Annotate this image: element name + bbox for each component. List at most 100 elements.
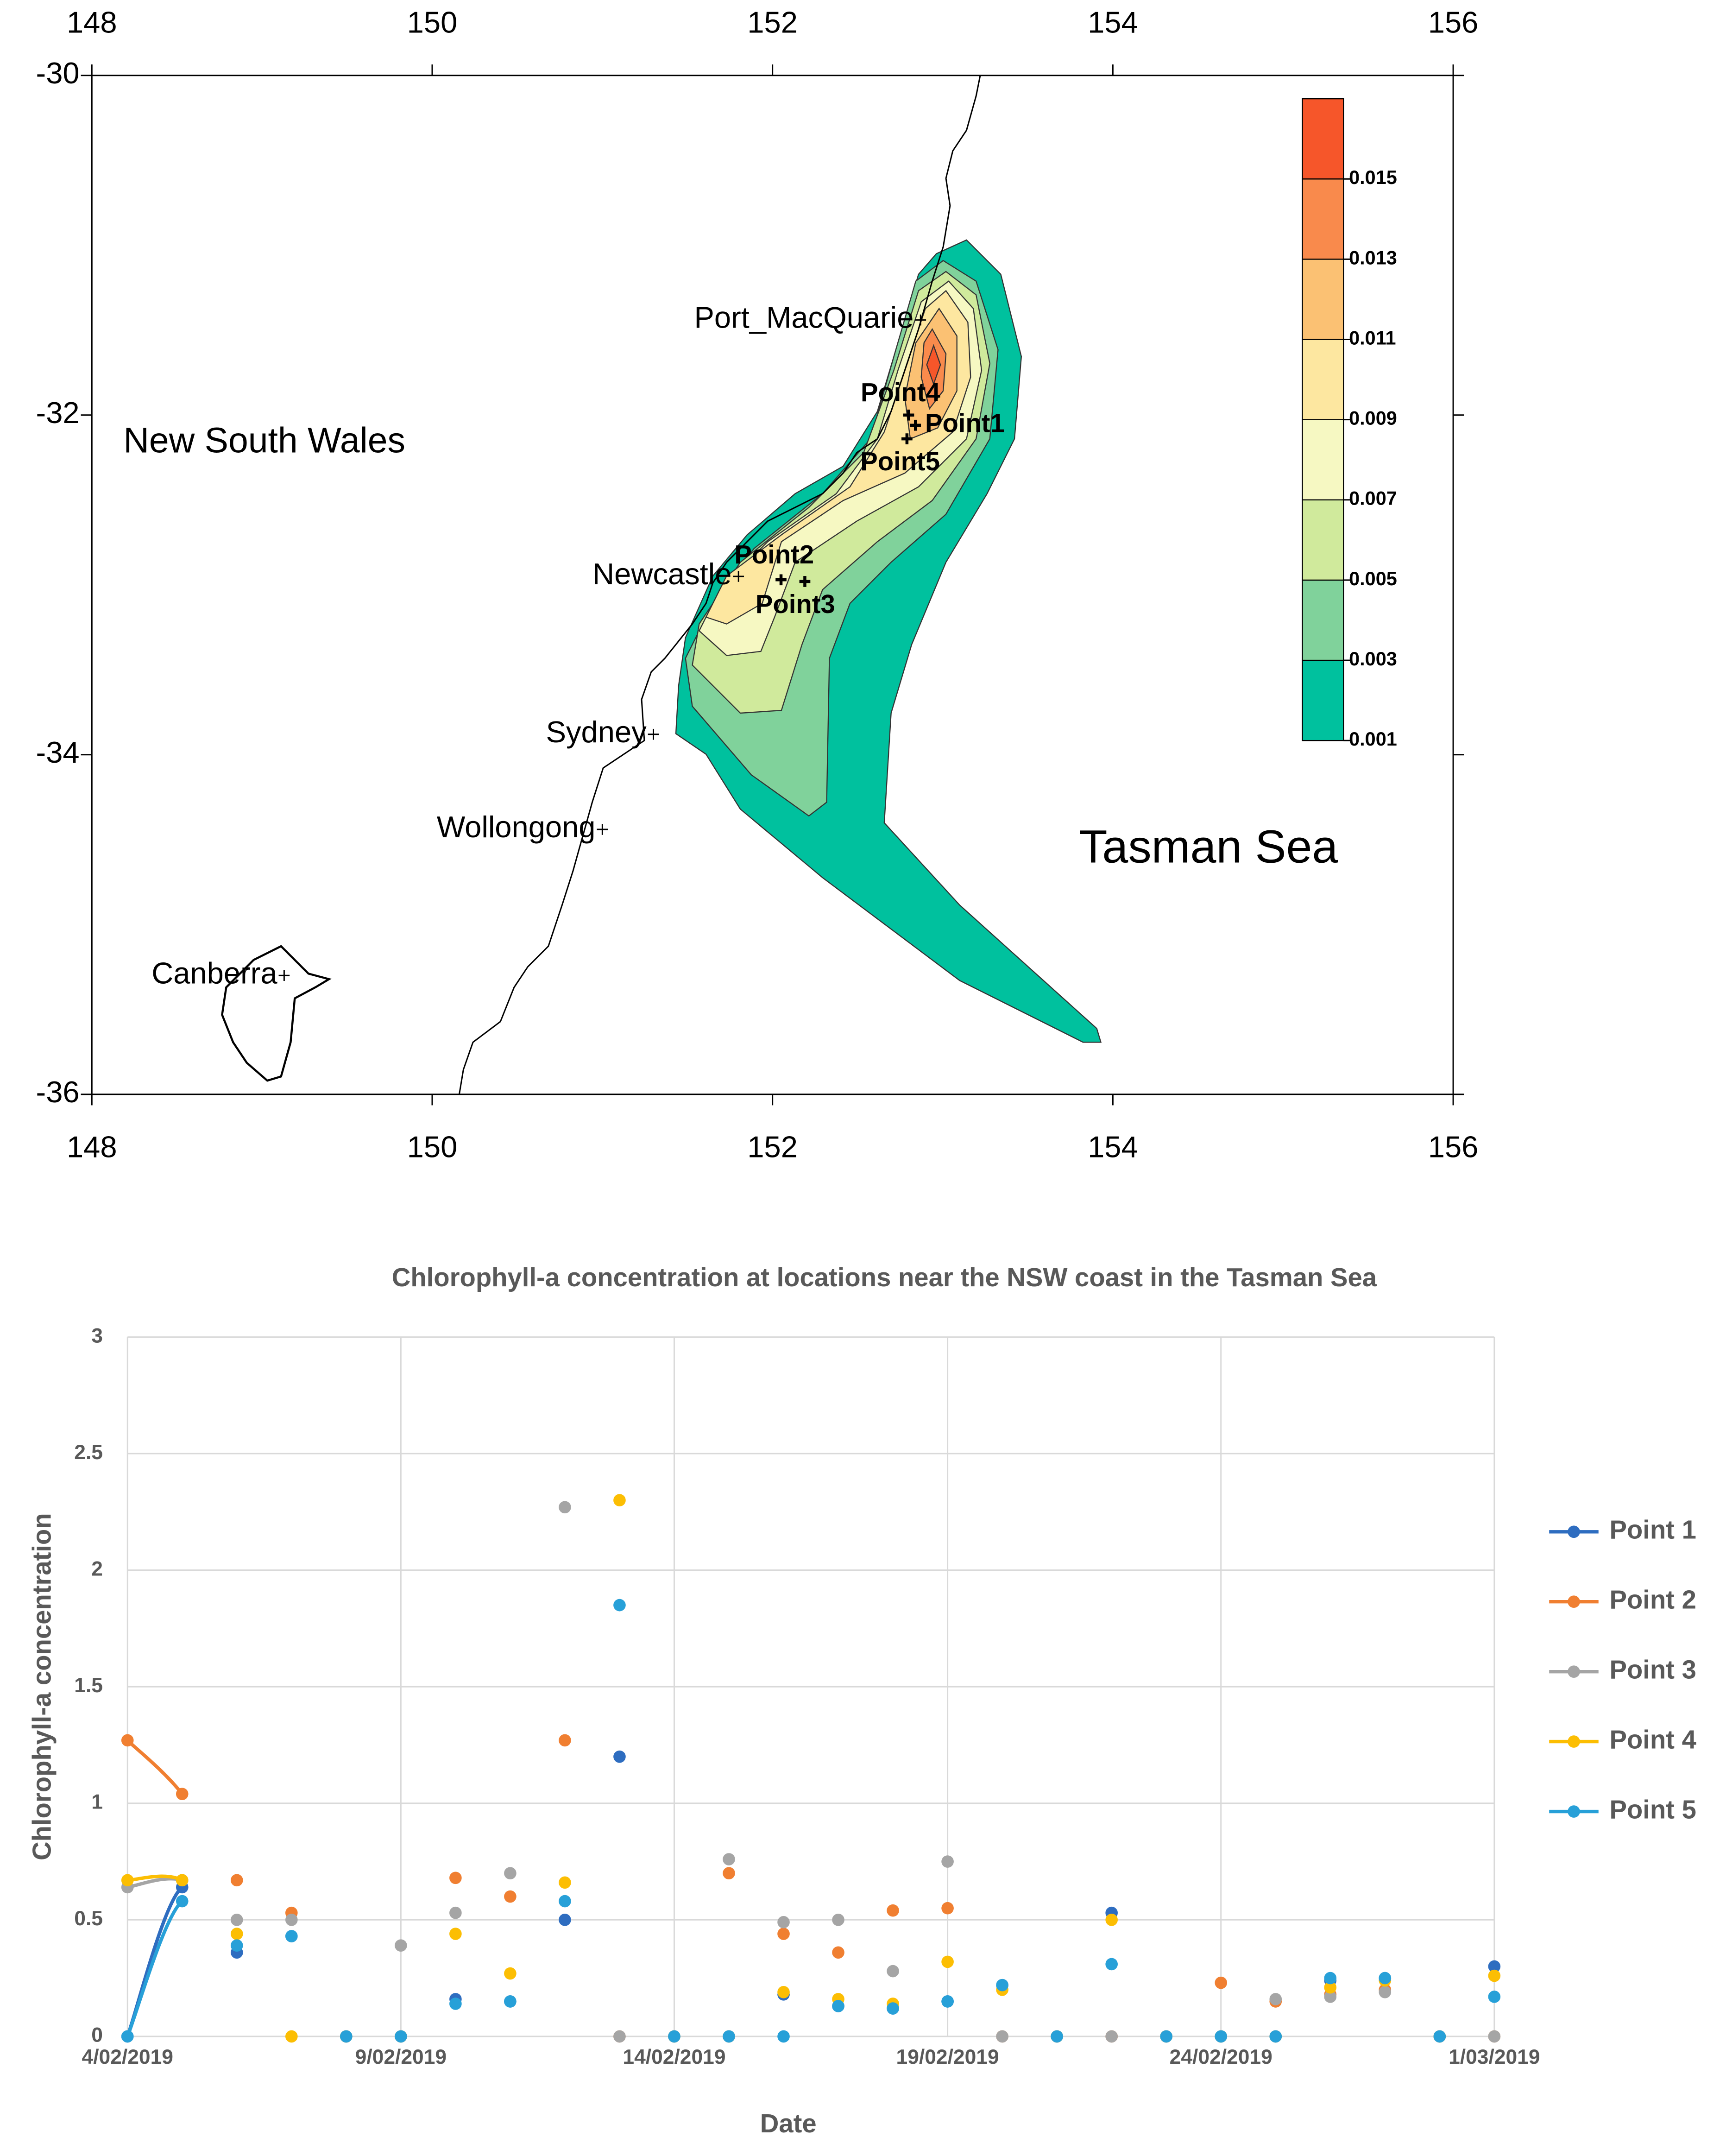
map-panel: New South Wales Tasman Sea 148 148 150 150 1… (36, 6, 1479, 1164)
colorbar-band (1302, 499, 1344, 581)
data-point (613, 2030, 626, 2043)
place-label: Sydney (546, 715, 647, 749)
colorbar-label: 0.015 (1349, 166, 1397, 188)
y-tick-label: -36 (36, 1075, 80, 1109)
colorbar-band (1302, 339, 1344, 420)
data-point (1215, 1976, 1228, 1989)
data-point (504, 1890, 517, 1903)
data-point (777, 2030, 790, 2043)
colorbar-band (1302, 419, 1344, 500)
data-point (777, 1928, 790, 1940)
x-tick-label: 152 (747, 6, 798, 39)
colorbar-label: 0.013 (1349, 247, 1397, 268)
y-tick-label: 3 (91, 1324, 103, 1347)
data-point (613, 1599, 626, 1612)
data-point (121, 2030, 134, 2043)
x-tick-label: 156 (1428, 1130, 1479, 1163)
data-point (176, 1895, 189, 1908)
data-point (723, 1853, 735, 1865)
data-point (449, 1998, 462, 2010)
legend-marker (1568, 1735, 1580, 1748)
data-point (504, 1867, 517, 1880)
contour-fill (675, 239, 1102, 1043)
coastline (458, 75, 981, 1094)
data-point (1488, 1960, 1501, 1973)
x-tick-label: 14/02/2019 (623, 2046, 725, 2068)
colorbar-band (1302, 98, 1344, 180)
point-label: Point1 (925, 409, 1005, 438)
data-point (1324, 1991, 1337, 2003)
data-point (230, 1939, 243, 1952)
x-tick-label: 154 (1088, 1130, 1138, 1163)
x-tick-label: 4/02/2019 (82, 2046, 173, 2068)
data-point (1160, 2030, 1173, 2043)
data-point (176, 1874, 189, 1887)
data-point (1269, 2030, 1282, 2043)
data-point (613, 1494, 626, 1507)
x-tick-label: 154 (1088, 6, 1138, 39)
data-point (941, 1955, 954, 1968)
data-point (941, 1995, 954, 2008)
x-tick-label: 150 (407, 6, 458, 39)
x-tick-label: 19/02/2019 (896, 2046, 999, 2068)
place-label: Newcastle (592, 557, 731, 591)
data-point (1269, 1993, 1282, 2005)
legend-marker (1568, 1525, 1580, 1538)
data-point (1051, 2030, 1063, 2043)
region-label: New South Wales (123, 420, 405, 460)
point-label: Point4 (861, 378, 940, 407)
x-tick-label: 1/03/2019 (1449, 2046, 1540, 2068)
act-outline (221, 945, 332, 1082)
data-point (668, 2030, 680, 2043)
colorbar-label: 0.003 (1349, 648, 1397, 670)
legend-marker (1568, 1665, 1580, 1678)
x-tick-label: 24/02/2019 (1170, 2046, 1272, 2068)
data-point (449, 1928, 462, 1940)
data-point (613, 1750, 626, 1763)
data-point (777, 1985, 790, 1998)
colorbar-label: 0.005 (1349, 568, 1397, 589)
x-tick-label: 152 (747, 1130, 798, 1163)
data-point (449, 1906, 462, 1919)
data-point (723, 2030, 735, 2043)
data-point (777, 1916, 790, 1928)
data-point (1488, 1969, 1501, 1982)
data-point (1215, 2030, 1228, 2043)
contour-fill (926, 344, 941, 386)
data-point (559, 1501, 571, 1514)
colorbar-band (1302, 659, 1344, 741)
place-label: Wollongong (437, 810, 596, 844)
data-point (285, 1930, 298, 1942)
x-tick-label: 150 (407, 1130, 458, 1163)
chart-title: Chlorophyll-a concentration at locations… (392, 1263, 1377, 1292)
data-point (176, 1788, 189, 1800)
data-point (1105, 1914, 1118, 1926)
data-point (1379, 1985, 1392, 1998)
data-point (230, 1914, 243, 1926)
data-point (559, 1895, 571, 1908)
colorbar-label: 0.009 (1349, 407, 1397, 429)
data-point (1488, 1991, 1501, 2003)
data-point (559, 1734, 571, 1747)
y-axis-label: Chlorophyll-a concentration (27, 1513, 57, 1860)
x-axis-label: Date (760, 2109, 817, 2138)
data-point (1105, 1958, 1118, 1971)
data-point (121, 1734, 134, 1747)
colorbar-label: 0.007 (1349, 487, 1397, 509)
data-point (230, 1874, 243, 1887)
colorbar-label: 0.011 (1349, 327, 1396, 348)
data-point (723, 1867, 735, 1880)
y-tick-label: 0 (91, 2024, 103, 2047)
data-point (230, 1928, 243, 1940)
data-point (449, 1871, 462, 1884)
legend-label: Point 1 (1609, 1515, 1696, 1544)
data-point (887, 2002, 899, 2015)
line-panel: Chlorophyll-a concentration at locations… (27, 1263, 1696, 2138)
y-tick-label: 1.5 (74, 1674, 103, 1697)
data-point (559, 1914, 571, 1926)
contours (675, 239, 1102, 1043)
data-point (1433, 2030, 1446, 2043)
point-label: Point5 (860, 447, 940, 476)
